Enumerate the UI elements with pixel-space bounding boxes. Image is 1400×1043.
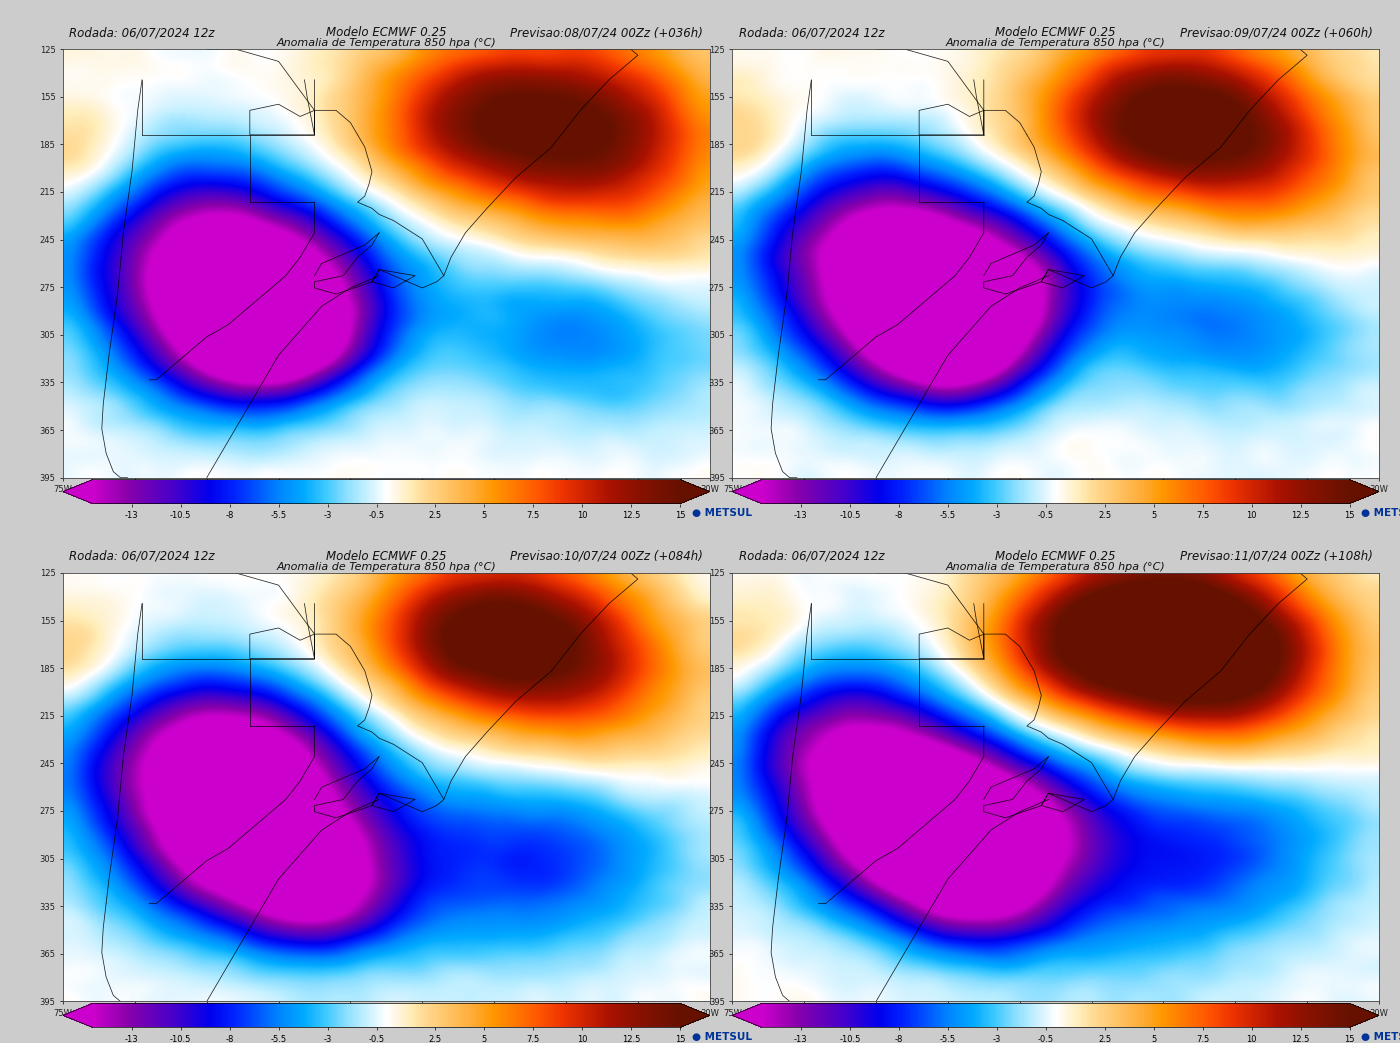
Text: Previsao:10/07/24 00Zz (+084h): Previsao:10/07/24 00Zz (+084h) (511, 550, 703, 563)
Text: Previsao:11/07/24 00Zz (+108h): Previsao:11/07/24 00Zz (+108h) (1180, 550, 1372, 563)
Title: Anomalia de Temperatura 850 hpa (°C): Anomalia de Temperatura 850 hpa (°C) (946, 562, 1166, 573)
PathPatch shape (1350, 480, 1379, 504)
Text: ● METSUL: ● METSUL (1361, 1033, 1400, 1042)
Text: Modelo ECMWF 0.25: Modelo ECMWF 0.25 (326, 550, 447, 563)
PathPatch shape (63, 480, 92, 504)
Text: Rodada: 06/07/2024 12z: Rodada: 06/07/2024 12z (70, 26, 216, 40)
PathPatch shape (732, 480, 762, 504)
Text: Rodada: 06/07/2024 12z: Rodada: 06/07/2024 12z (70, 550, 216, 563)
Text: Previsao:09/07/24 00Zz (+060h): Previsao:09/07/24 00Zz (+060h) (1180, 26, 1372, 40)
Text: Modelo ECMWF 0.25: Modelo ECMWF 0.25 (995, 550, 1116, 563)
PathPatch shape (732, 1003, 762, 1027)
Text: Modelo ECMWF 0.25: Modelo ECMWF 0.25 (995, 26, 1116, 40)
Text: Modelo ECMWF 0.25: Modelo ECMWF 0.25 (326, 26, 447, 40)
Text: ● METSUL: ● METSUL (692, 508, 752, 518)
Text: ● METSUL: ● METSUL (692, 1033, 752, 1042)
Title: Anomalia de Temperatura 850 hpa (°C): Anomalia de Temperatura 850 hpa (°C) (946, 39, 1166, 48)
Title: Anomalia de Temperatura 850 hpa (°C): Anomalia de Temperatura 850 hpa (°C) (276, 562, 496, 573)
PathPatch shape (63, 1003, 92, 1027)
Text: ● METSUL: ● METSUL (1361, 508, 1400, 518)
Title: Anomalia de Temperatura 850 hpa (°C): Anomalia de Temperatura 850 hpa (°C) (276, 39, 496, 48)
PathPatch shape (680, 480, 710, 504)
PathPatch shape (680, 1003, 710, 1027)
Text: Previsao:08/07/24 00Zz (+036h): Previsao:08/07/24 00Zz (+036h) (511, 26, 703, 40)
Text: Rodada: 06/07/2024 12z: Rodada: 06/07/2024 12z (739, 550, 885, 563)
Text: Rodada: 06/07/2024 12z: Rodada: 06/07/2024 12z (739, 26, 885, 40)
PathPatch shape (1350, 1003, 1379, 1027)
